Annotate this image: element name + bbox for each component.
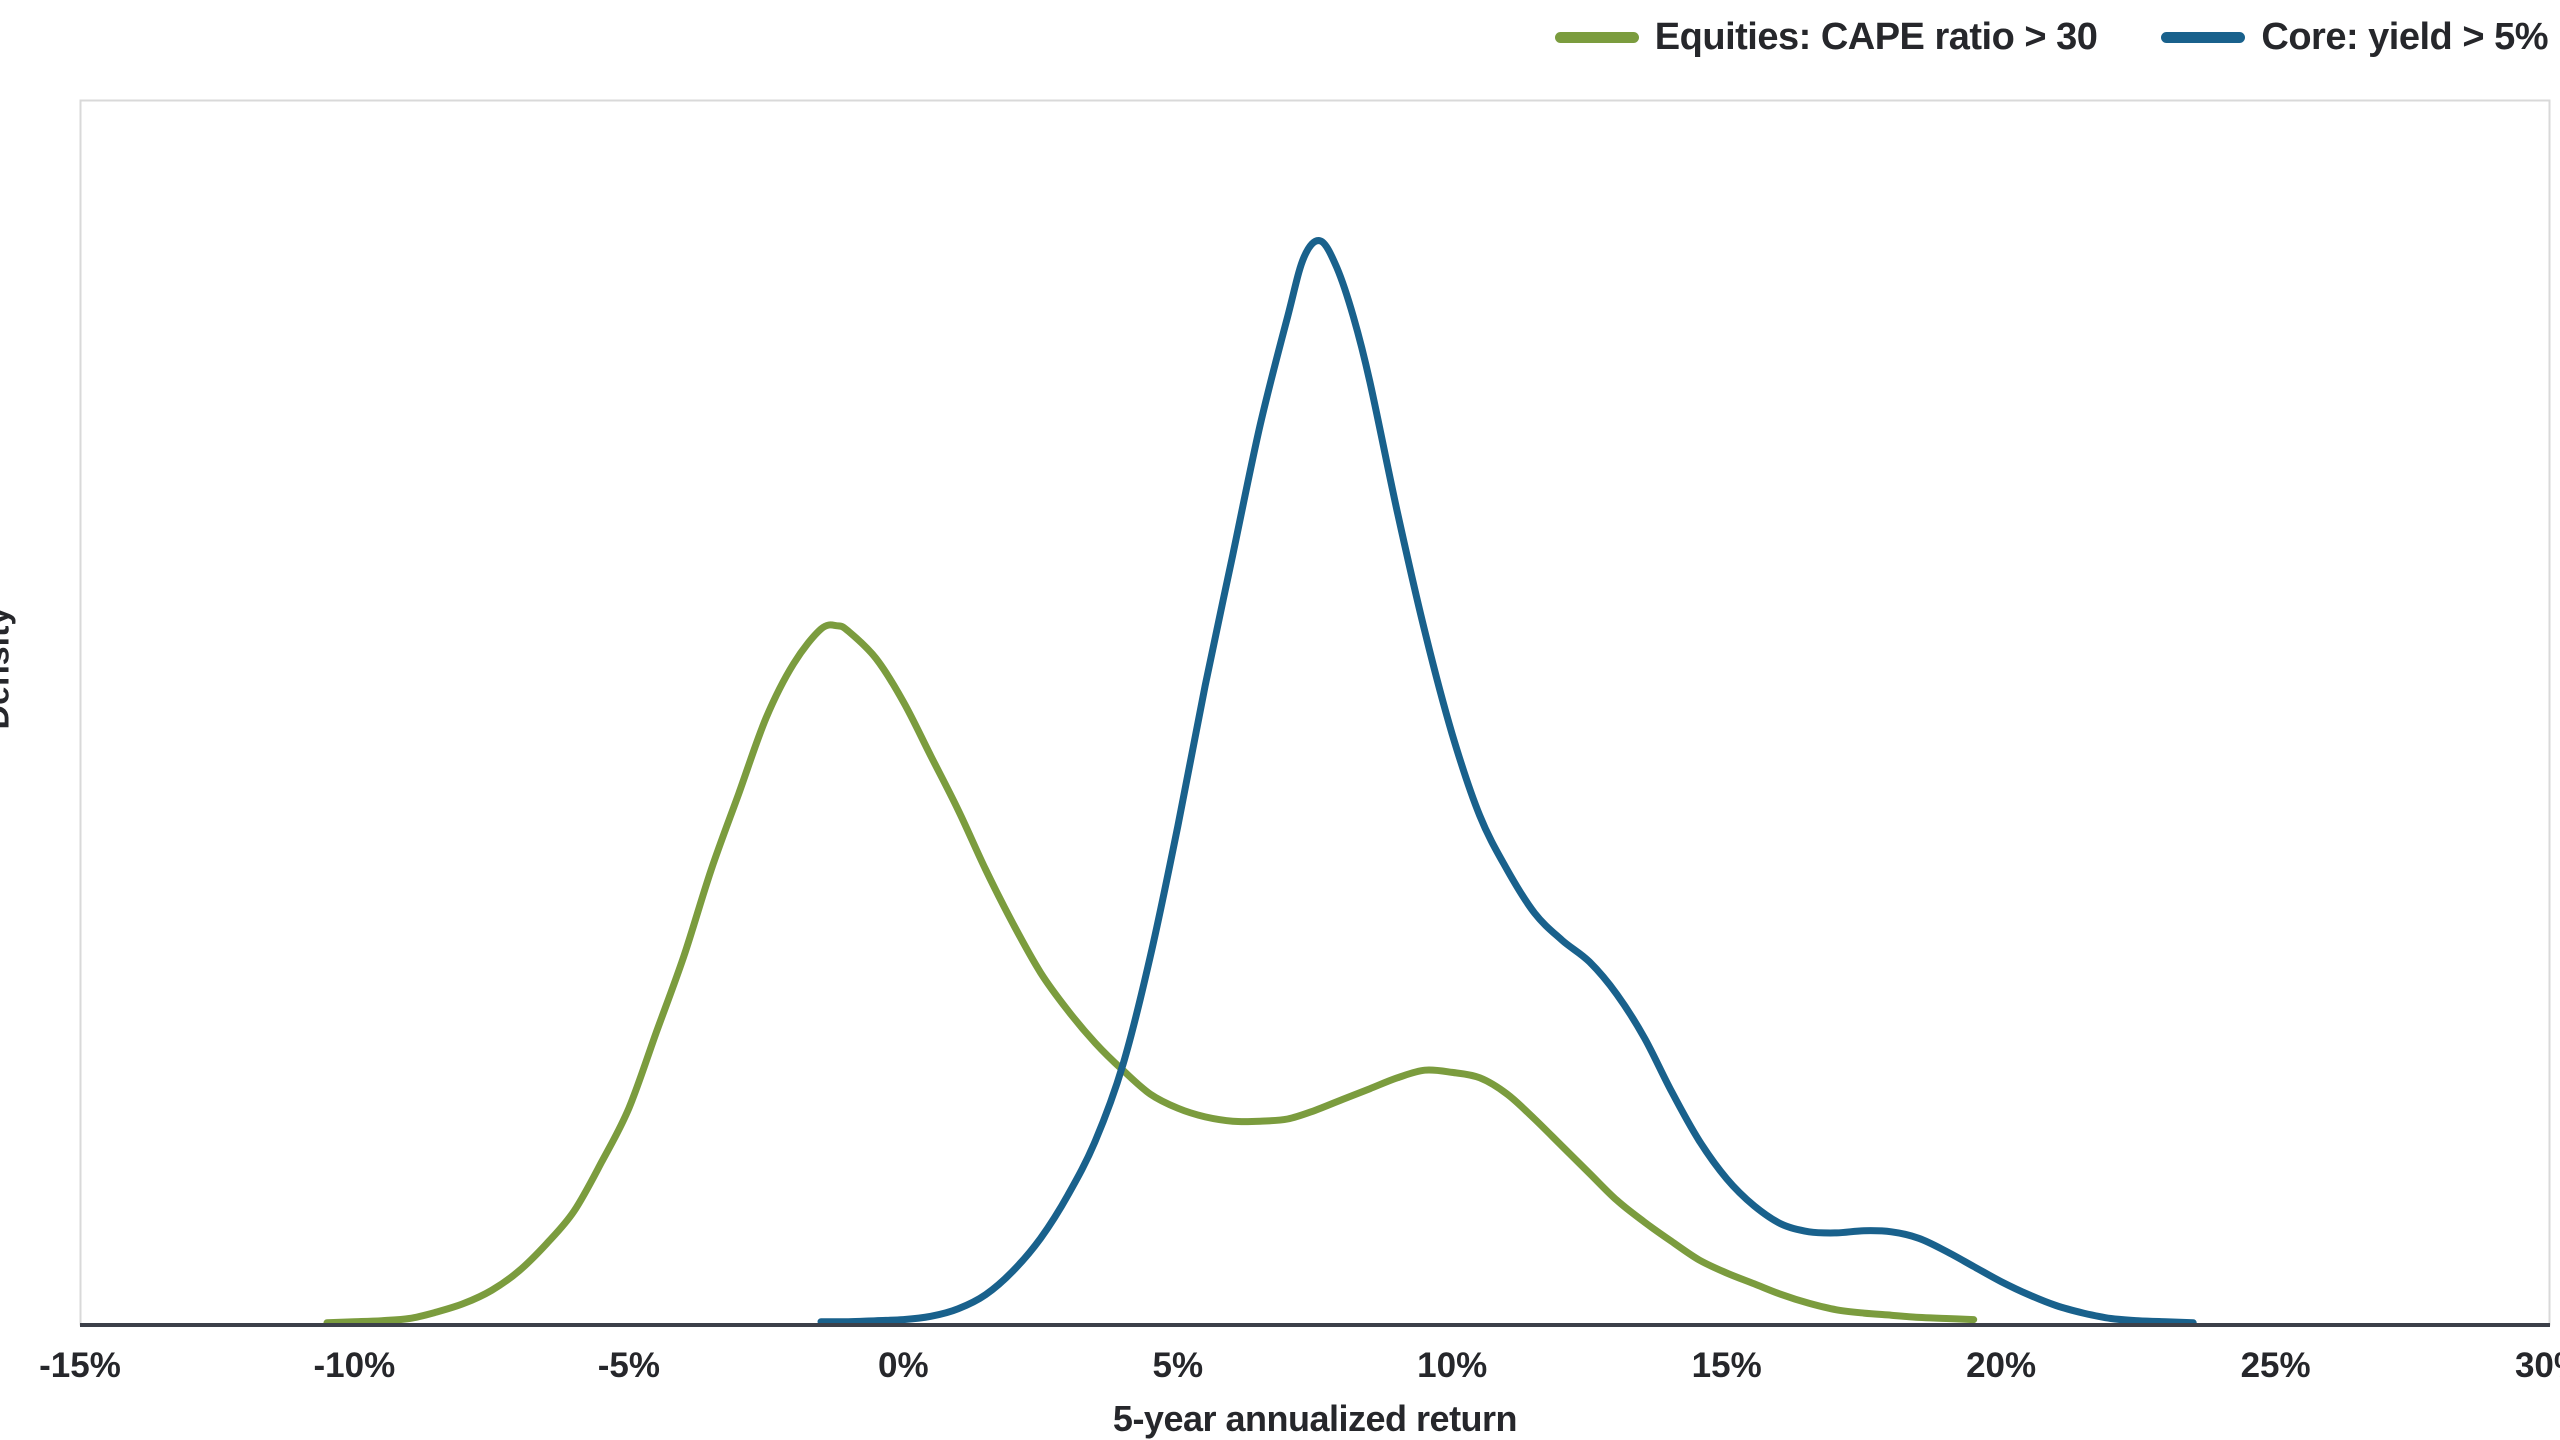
x-axis-title: 5-year annualized return xyxy=(1112,1398,1518,1439)
x-tick-label: -10% xyxy=(314,1346,396,1385)
legend-item-equities: Equities: CAPE ratio > 30 xyxy=(1554,16,2098,59)
equities-density-curve xyxy=(323,621,1978,1327)
x-tick-label: 25% xyxy=(2241,1346,2311,1385)
x-tick-label: 5% xyxy=(1153,1346,1204,1385)
equities-line-swatch xyxy=(1554,32,1639,43)
x-tick-label: 0% xyxy=(878,1346,929,1385)
x-tick-label: 20% xyxy=(1966,1346,2036,1385)
x-tick-label: 30% xyxy=(2515,1346,2560,1385)
legend-item-core: Core: yield > 5% xyxy=(2161,16,2548,59)
legend: Equities: CAPE ratio > 30 Core: yield > … xyxy=(1554,16,2548,59)
legend-label-core: Core: yield > 5% xyxy=(2261,16,2548,58)
y-axis-title: Density xyxy=(0,606,17,730)
legend-label-equities: Equities: CAPE ratio > 30 xyxy=(1654,16,2098,58)
plot-border xyxy=(79,99,2551,1326)
x-tick-label: -5% xyxy=(598,1346,660,1385)
x-tick-label: 10% xyxy=(1417,1346,1487,1385)
core-density-curve xyxy=(817,237,2197,1327)
x-tick-label: 15% xyxy=(1692,1346,1762,1385)
x-tick-label: -15% xyxy=(39,1346,121,1385)
core-line-swatch xyxy=(2161,32,2246,43)
density-plot: -15% -10% -5% 0% 5% 10% 15% 20% 25% 30% xyxy=(39,99,2560,1385)
